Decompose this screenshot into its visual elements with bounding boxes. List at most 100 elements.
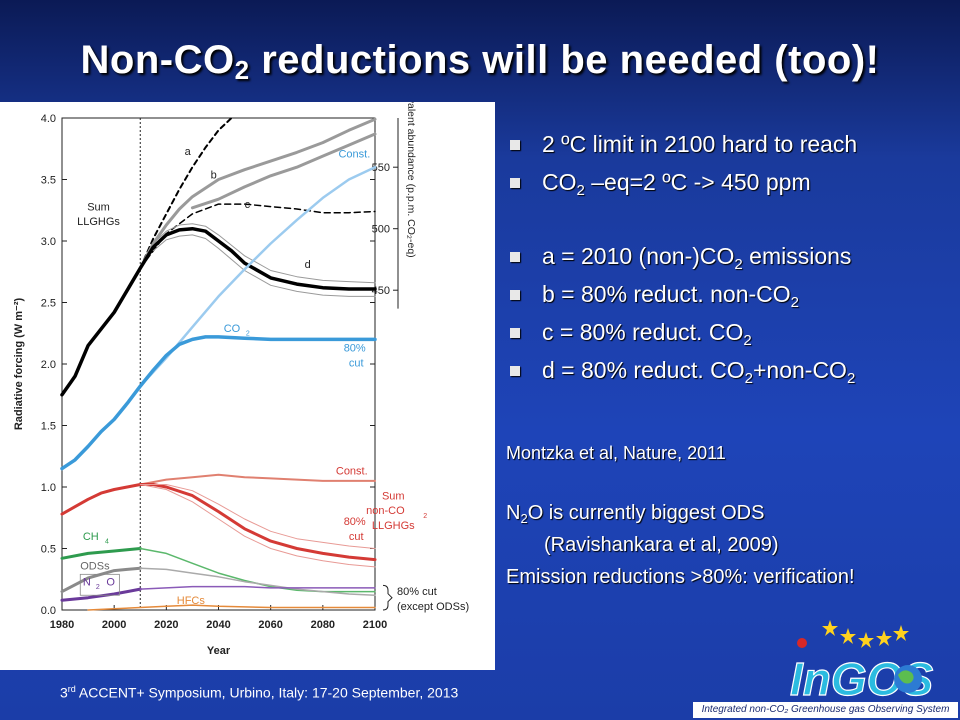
series-line-n2o xyxy=(60,587,142,602)
bullet-sub: 2 xyxy=(734,256,743,273)
y-axis-label: Radiative forcing (W m⁻²) xyxy=(13,298,25,431)
x-tick-label: 1980 xyxy=(50,619,74,631)
annotation-layer: Sum LLGHGs a b c d Const. CO 2 80% cut Const. Sum non… xyxy=(77,146,469,613)
x-tick-label: 2060 xyxy=(258,619,282,631)
footer-sup: rd xyxy=(67,684,76,694)
slide-title: Non-CO2 reductions will be needed (too)! xyxy=(0,38,960,86)
label-co2: CO xyxy=(224,323,241,335)
series-line-a xyxy=(139,117,233,270)
y-tick-label: 0.5 xyxy=(41,544,56,556)
bullet-item: c = 80% reduct. CO2 xyxy=(510,318,950,356)
x-tick-label: 2000 xyxy=(102,619,126,631)
bullet-text: CO xyxy=(542,169,577,195)
right-axis-label: Equivalent abundance (p.p.m. CO₂-eq) xyxy=(405,102,417,258)
series-line-const- xyxy=(190,132,377,210)
label-hfcs: HFCs xyxy=(177,595,206,607)
label-c: c xyxy=(245,199,251,211)
label-cut-co2: cut xyxy=(349,357,364,369)
series-line-non-co2-env-low xyxy=(139,484,376,568)
series-layer xyxy=(60,117,377,611)
label-llghgs: LLGHGs xyxy=(77,216,120,228)
title-sub: 2 xyxy=(234,55,250,85)
series-line-d-env-high xyxy=(152,223,376,284)
x-axis-label: Year xyxy=(207,645,231,657)
right-tick-label: 450 xyxy=(372,285,390,297)
forcing-chart: 0.0 0.5 1.0 1.5 2.0 2.5 3.0 3.5 4.0 1980 2000 2020 2… xyxy=(13,77,469,657)
series-line-hfcs xyxy=(87,604,376,611)
label-sum: Sum xyxy=(87,201,110,213)
x-tick-label: 2080 xyxy=(311,619,335,631)
bullet-text: c = 80% reduct. CO xyxy=(542,319,744,345)
y-tick-label: 0.0 xyxy=(41,605,56,617)
series-line-non-co2-const xyxy=(139,473,376,486)
label-bracket-except: (except ODSs) xyxy=(397,601,469,613)
label-llghgs-non: LLGHGs xyxy=(372,520,415,532)
title-main: Non-CO xyxy=(80,38,235,82)
bullet-square-icon xyxy=(510,290,520,300)
x-tick-label: 2020 xyxy=(154,619,178,631)
bullet-sub: 2 xyxy=(846,370,856,387)
series-line-d xyxy=(60,226,377,397)
label-n2o: N xyxy=(83,576,91,588)
bullet-square-icon xyxy=(510,328,520,338)
label-co2-sub: 2 xyxy=(246,331,250,338)
bullet-sub: 2 xyxy=(790,294,800,311)
note-text: O is currently biggest ODS xyxy=(527,502,765,524)
label-b: b xyxy=(211,169,217,181)
label-d: d xyxy=(305,259,311,271)
label-80pct-co2: 80% xyxy=(344,343,366,355)
label-non-co2: non-CO xyxy=(366,505,405,517)
y-tick-label: 1.0 xyxy=(41,482,56,494)
bullet-text: emissions xyxy=(742,243,852,269)
footer-rest: ACCENT+ Symposium, Urbino, Italy: 17-20 … xyxy=(75,684,459,701)
label-odss: ODSs xyxy=(80,560,110,572)
bullet-item: d = 80% reduct. CO2+non-CO2 xyxy=(510,356,950,394)
series-line-co2-const xyxy=(139,165,377,388)
ingos-logo: InGOS xyxy=(789,620,934,706)
series-line-d-env-low xyxy=(152,234,376,297)
bullet-text: +non-CO xyxy=(752,357,847,383)
label-ch4-sub: 4 xyxy=(105,539,109,546)
n2o-box xyxy=(79,573,120,596)
reference-text: Montzka et al, Nature, 2011 xyxy=(506,443,726,463)
bullet-item: a = 2010 (non-)CO2 emissions xyxy=(510,242,950,280)
x-tick-label: 2100 xyxy=(363,619,387,631)
series-line-non-co2-env-high xyxy=(139,484,376,549)
y-tick-label: 2.5 xyxy=(41,298,56,310)
series-line-c xyxy=(139,203,376,269)
bullet-item: 2 ºC limit in 2100 hard to reach xyxy=(510,130,950,168)
series-line-non-co2-80-cut xyxy=(60,483,377,562)
plot-frame xyxy=(61,117,376,611)
bullet-text: a = 2010 (non-)CO xyxy=(542,243,735,269)
label-n2o-sub: 2 xyxy=(96,584,100,591)
y-tick-label: 4.0 xyxy=(41,113,56,125)
bullet-item: CO2 –eq=2 ºC -> 450 ppm xyxy=(510,168,950,206)
label-const-red: Const. xyxy=(336,466,368,478)
y-tick-label: 1.5 xyxy=(41,421,56,433)
title-rest: reductions will be needed (too)! xyxy=(249,38,880,82)
bullet-item: b = 80% reduct. non-CO2 xyxy=(510,280,950,318)
bullet-sub: 2 xyxy=(744,370,753,387)
note-citation: (Ravishankara et al, 2009) xyxy=(544,534,779,556)
footer-num: 3 xyxy=(60,684,68,701)
label-cut-red: cut xyxy=(349,531,364,543)
bullet-text: b = 80% reduct. non-CO xyxy=(542,281,791,307)
bullet-square-icon xyxy=(510,178,520,188)
x-tick-label: 2040 xyxy=(206,619,230,631)
y-tick-label: 3.5 xyxy=(41,175,56,187)
y-tick-label: 3.0 xyxy=(41,236,56,248)
series-line-co2-80-cut xyxy=(60,335,377,471)
bullet-square-icon xyxy=(510,252,520,262)
label-const-top: Const. xyxy=(338,148,370,160)
series-line-n2o-cut xyxy=(139,585,376,590)
bullet-text: 2 ºC limit in 2100 hard to reach xyxy=(542,131,858,157)
series-line-odss-decline xyxy=(139,567,376,596)
bullet-square-icon xyxy=(510,366,520,376)
bullet-text: –eq=2 ºC -> 450 ppm xyxy=(584,169,811,195)
note-sub: 2 xyxy=(520,511,528,526)
bullet-sub: 2 xyxy=(743,332,752,349)
label-sum-non: Sum xyxy=(382,490,405,502)
bullet-square-icon xyxy=(510,140,520,150)
bullet-list: 2 ºC limit in 2100 hard to reach CO2 –eq… xyxy=(510,130,950,394)
logo-subtitle: Integrated non-CO₂ Greenhouse gas Observ… xyxy=(693,702,958,718)
